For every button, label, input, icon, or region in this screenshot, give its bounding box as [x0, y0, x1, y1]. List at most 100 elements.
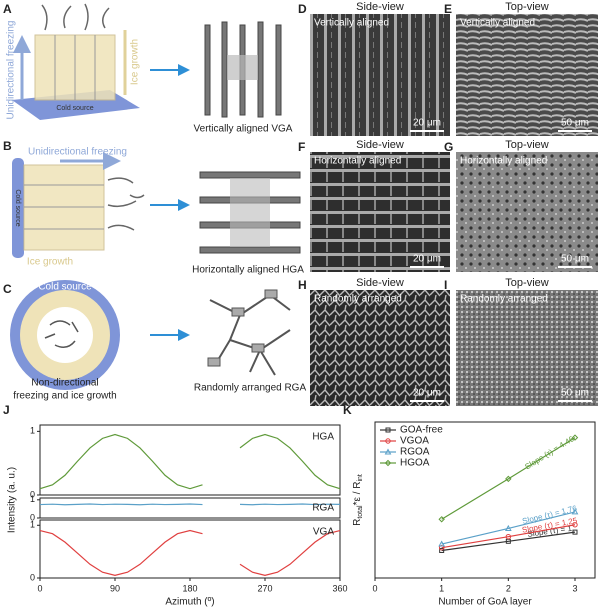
scale-label: 50 μm: [561, 254, 589, 265]
scale-label: 20 μm: [413, 118, 441, 129]
scale-label: 20 μm: [413, 388, 441, 399]
schematic-a: [12, 3, 282, 120]
legend-label: RGOA: [400, 447, 430, 458]
x-tick-label: 1: [439, 583, 444, 593]
annotation: Ice growth: [130, 39, 141, 85]
scale-label: 50 μm: [561, 388, 589, 399]
y-axis-label: Rtotal*ε / Rint: [352, 474, 364, 526]
legend-marker: [385, 438, 391, 444]
legend-marker: [385, 427, 391, 433]
caption: Randomly arranged RGA: [194, 383, 307, 394]
schematic-c: [10, 280, 291, 390]
y-tick-label: 1: [30, 426, 35, 436]
x-tick-label: 3: [572, 583, 577, 593]
micrograph-caption: Vertically aligned: [460, 18, 535, 29]
panel-label: F: [298, 140, 305, 154]
marker: [505, 475, 512, 483]
line: [441, 531, 576, 552]
legend-marker: [384, 459, 392, 467]
micrograph: [456, 14, 598, 136]
panel-label: B: [3, 139, 12, 153]
panel-label: A: [3, 2, 12, 16]
caption: Vertically aligned VGA: [194, 124, 293, 135]
micrograph-caption: Randomly arranged: [314, 294, 402, 305]
annotation: Ice growth: [27, 257, 73, 268]
line: [441, 524, 576, 549]
slope-annotation: Slope (τ) = 4.46: [523, 434, 576, 471]
line: [441, 511, 576, 545]
marker: [572, 529, 578, 535]
x-tick-label: 180: [182, 583, 197, 593]
x-tick-label: 90: [110, 583, 120, 593]
x-axis-label: Azimuth (º): [165, 597, 214, 608]
marker: [571, 508, 579, 515]
micrograph: [310, 290, 450, 406]
annotation: Cold source: [14, 189, 21, 226]
x-tick-label: 0: [37, 583, 42, 593]
scale-label: 20 μm: [413, 254, 441, 265]
plot-frame: [374, 421, 596, 579]
view-title: Side-view: [356, 277, 404, 289]
y-axis-label-part: R: [352, 519, 363, 526]
y-tick-label: 1: [30, 494, 35, 504]
marker: [504, 524, 512, 531]
y-axis-label-part: total: [357, 505, 364, 519]
micrograph-caption: Horizontally aligned: [460, 156, 547, 167]
micrograph: [310, 152, 450, 272]
marker: [505, 534, 512, 540]
panel-label: D: [298, 2, 307, 16]
line: [39, 433, 341, 490]
legend-label: HGOA: [400, 458, 430, 469]
y-axis-label-part: int: [357, 474, 364, 481]
line: [39, 503, 341, 506]
panel-label: H: [298, 278, 307, 292]
x-tick-label: 0: [372, 583, 377, 593]
legend-label: VGOA: [400, 436, 429, 447]
annotation: Unidirectional freezing: [6, 21, 17, 120]
y-tick-label: 1: [30, 520, 35, 530]
x-tick-label: 270: [257, 583, 272, 593]
subplot-frame: [39, 424, 341, 496]
scale-label: 50 μm: [561, 118, 589, 129]
y-tick-label: 0: [30, 489, 35, 499]
micrograph-caption: Vertically aligned: [314, 18, 389, 29]
legend-label: GOA-free: [400, 425, 443, 436]
y-axis-label: Intensity (a. u.): [7, 467, 18, 533]
micrograph: [456, 152, 598, 272]
marker: [438, 516, 445, 523]
legend-marker: [384, 448, 392, 455]
annotation: Unidirectional freezing: [28, 147, 127, 158]
marker: [572, 522, 578, 528]
subplot-frame: [39, 497, 341, 519]
annotation: Cold source: [56, 105, 93, 112]
panel-label: J: [3, 403, 10, 417]
view-title: Side-view: [356, 1, 404, 13]
view-title: Top-view: [505, 139, 548, 151]
y-axis-label-part: *ε / R: [352, 482, 363, 506]
marker: [438, 540, 446, 547]
micrograph: [456, 290, 598, 406]
view-title: Top-view: [505, 1, 548, 13]
line: [39, 529, 341, 576]
micrograph-caption: Randomly arranged: [460, 294, 548, 305]
panel-label: G: [444, 140, 453, 154]
caption: freezing and ice growth: [13, 391, 116, 402]
annotation: Cold source: [38, 282, 92, 293]
view-title: Top-view: [505, 277, 548, 289]
caption: Horizontally aligned HGA: [192, 265, 304, 276]
caption: Non-directional: [31, 378, 98, 389]
series-label: RGA: [312, 503, 334, 514]
schematic-b: [12, 152, 301, 258]
series-label: HGA: [312, 432, 334, 443]
x-tick-label: 360: [332, 583, 347, 593]
y-tick-label: 0: [30, 512, 35, 522]
view-title: Side-view: [356, 139, 404, 151]
marker: [439, 547, 445, 553]
marker: [438, 545, 445, 551]
panel-label: K: [343, 403, 352, 417]
series-label: VGA: [313, 527, 334, 538]
micrograph: [310, 14, 450, 136]
marker: [571, 434, 579, 441]
x-axis-label: Number of GoA layer: [438, 597, 532, 608]
